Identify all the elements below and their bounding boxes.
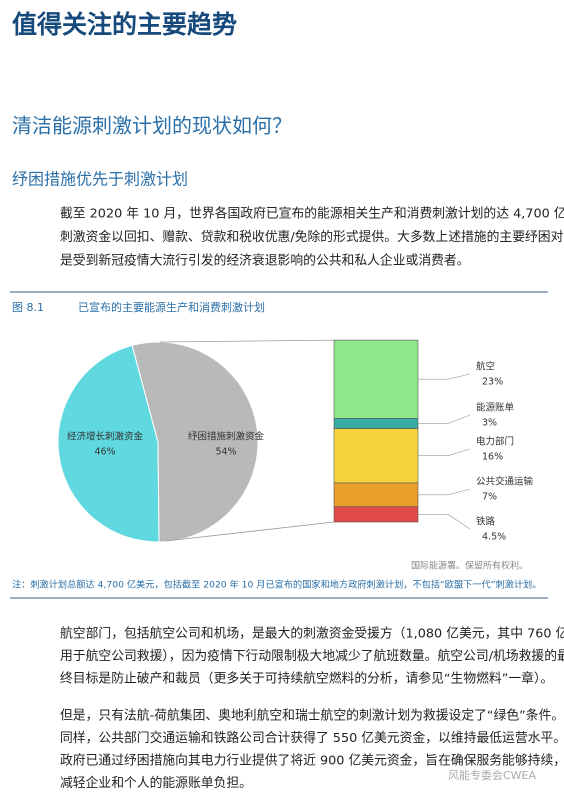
pie-slice (57, 344, 160, 543)
figure-title: 已宣布的主要能源生产和消费刺激计划 (78, 300, 265, 314)
body-line: 但是，只有法航-荷航集团、奥地利航空和瑞士航空的刺激计划为救援设定了“绿色”条件… (60, 708, 564, 724)
body-line: 用于航空公司救援），因为疫情下行动限制极大地减少了航班数量。航空公司/机场救援的… (60, 648, 564, 664)
bar-segment (333, 506, 419, 523)
body-line: 截至 2020 年 10 月，世界各国政府已宣布的能源相关生产和消费刺激计划的达… (60, 206, 564, 222)
slice-value: 46% (94, 447, 115, 458)
body-line: 刺激资金以回扣、赠款、贷款和税收优惠/免除的形式提供。大多数上述措施的主要纾困对… (60, 229, 564, 245)
bar-segment (333, 339, 419, 419)
connector (165, 521, 335, 542)
segment-value: 23% (482, 377, 503, 388)
segment-value: 3% (482, 418, 497, 429)
segment-label: 铁路 (476, 516, 496, 528)
subsection-title: 纾困措施优先于刺激计划 (12, 170, 188, 189)
section-title: 清洁能源刺激计划的现状如何？ (12, 114, 292, 138)
pie-slice (131, 341, 259, 543)
body-line: 同样，公共部门交通运输和铁路公司合计获得了 550 亿美元资金，以维持最低运营水… (60, 730, 564, 746)
leader-line (418, 488, 471, 496)
segment-label: 公共交通运输 (476, 476, 534, 488)
body-line: 终目标是防止破产和裁员（更多关于可持续航空燃料的分析，请参见“生物燃料”一章）。 (60, 671, 553, 687)
body-line: 减轻企业和个人的能源账单负担。 (60, 775, 252, 791)
body-line: 航空部门，包括航空公司和机场，是最大的刺激资金受援方（1,080 亿美元，其中 … (60, 626, 564, 642)
segment-label: 航空 (476, 361, 495, 373)
bar-segment (333, 417, 419, 429)
slice-label: 纾困措施刺激资金 (188, 431, 265, 443)
leader-line (418, 414, 471, 424)
body-line: 政府已通过纾困措施向其电力行业提供了将近 900 亿美元资金，旨在确保服务能够持… (60, 753, 564, 769)
connector (159, 339, 335, 343)
slice-value: 54% (215, 447, 236, 458)
segment-label: 能源账单 (476, 402, 515, 414)
leader-line (418, 514, 471, 530)
segment-value: 16% (482, 452, 503, 463)
segment-value: 4.5% (482, 532, 506, 543)
leader-line (418, 448, 471, 457)
note: 注：刺激计划总额达 4,700 亿美元，包括截至 2020 年 10 月已宣布的… (12, 579, 541, 591)
source: 国际能源署。保留所有权利。 (411, 560, 528, 572)
page-title: 值得关注的主要趋势 (12, 10, 237, 39)
figure-label: 图 8.1 (12, 301, 44, 314)
bar-segment (333, 482, 419, 507)
slice-label: 经济增长刺激资金 (67, 431, 144, 443)
segment-value: 7% (482, 492, 497, 503)
bar-segment (333, 428, 419, 484)
body-line: 是受到新冠疫情大流行引发的经济衰退影响的公共和私人企业或消费者。 (60, 253, 470, 269)
segment-label: 电力部门 (476, 436, 514, 448)
watermark: 风能专委会CWEA (448, 768, 537, 782)
leader-line (418, 373, 471, 380)
